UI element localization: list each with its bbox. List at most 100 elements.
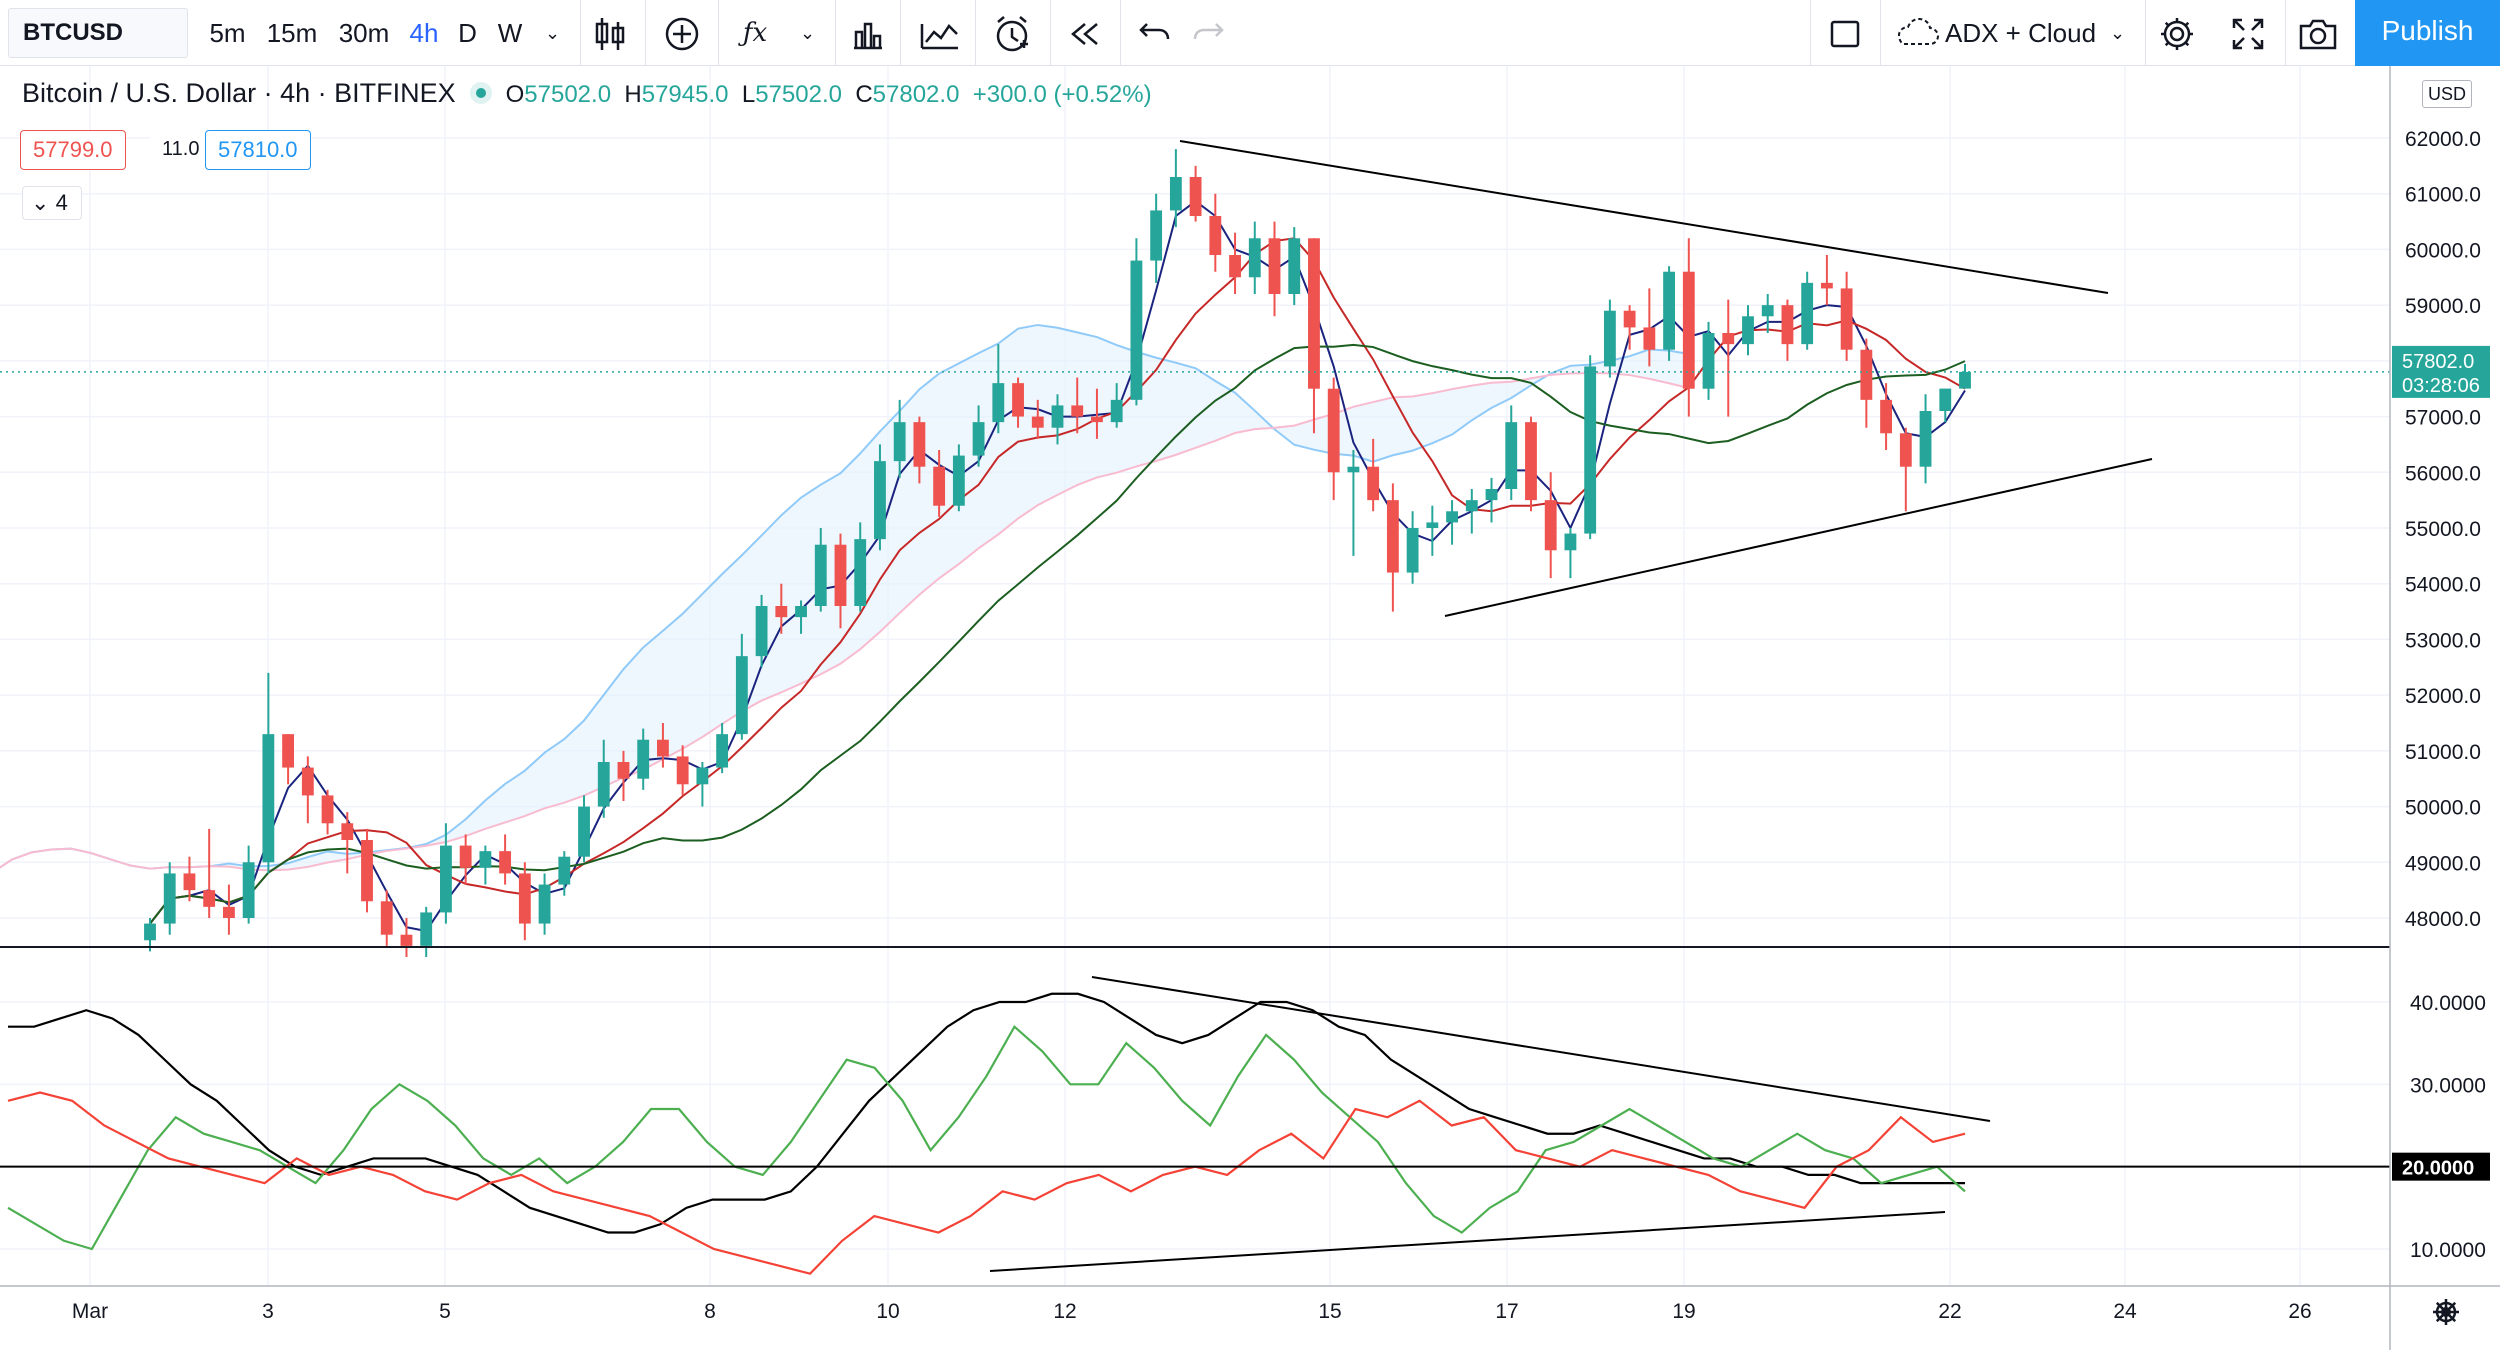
- market-open-status-icon: [469, 82, 492, 104]
- ohlc-values: O57502.0 H57945.0 L57502.0 C57802.0 +300…: [505, 81, 1152, 108]
- chevron-down-icon: ⌄: [31, 190, 50, 215]
- currency-badge[interactable]: USD: [2422, 80, 2472, 108]
- buy-price-button[interactable]: 57810.0: [205, 130, 311, 170]
- price-tick-label: 48000.0: [2405, 908, 2481, 931]
- candle-body: [854, 539, 867, 606]
- candle-body: [1505, 422, 1518, 489]
- candle-body: [1603, 310, 1616, 367]
- gear-tooth: [2435, 1301, 2457, 1323]
- candle-body: [1880, 399, 1893, 434]
- price-tick-label: 56000.0: [2405, 462, 2481, 485]
- sell-price-button[interactable]: 57799.0: [20, 130, 126, 170]
- candle-body: [814, 544, 827, 606]
- price-tick-label: 61000.0: [2405, 184, 2481, 207]
- candle-body: [617, 762, 630, 779]
- chart-canvas[interactable]: 62000.061000.060000.059000.058000.057000…: [0, 66, 2500, 1350]
- candle-body: [440, 845, 452, 913]
- candle-type-icon[interactable]: [590, 14, 630, 54]
- replay-rewind-icon[interactable]: [1065, 14, 1105, 54]
- undo-icon[interactable]: [1135, 14, 1175, 54]
- candle-body: [1327, 388, 1340, 473]
- candle-body: [578, 806, 590, 857]
- price-tick-label: 51000.0: [2405, 741, 2481, 764]
- templates-chart-icon[interactable]: [918, 14, 962, 54]
- candle-body: [1071, 405, 1084, 417]
- trendline: [989, 1211, 1946, 1272]
- candle-body: [341, 823, 354, 840]
- interval-15m[interactable]: 15m: [266, 18, 318, 48]
- redo-icon[interactable]: [1188, 14, 1228, 54]
- candle-body: [1169, 177, 1182, 211]
- cloud-template-icon[interactable]: [1892, 14, 1940, 54]
- candle-body: [1229, 255, 1241, 278]
- candle-body: [755, 606, 768, 657]
- candle-body: [795, 606, 807, 618]
- adx-tick-label: 40.0000: [2410, 992, 2486, 1015]
- candle-body: [1801, 282, 1814, 345]
- trendlines: [989, 140, 2153, 1272]
- price-tick-label: 59000.0: [2405, 295, 2481, 318]
- interval-30m[interactable]: 30m: [338, 18, 390, 48]
- collapse-indicators-button[interactable]: ⌄ 4: [22, 186, 82, 220]
- candle-body: [1130, 260, 1143, 400]
- candle-body: [361, 840, 373, 902]
- senkou-span-b: [0, 372, 1690, 872]
- price-tick-label: 62000.0: [2405, 128, 2481, 151]
- price-tick-label: 60000.0: [2405, 239, 2481, 262]
- candle-body: [1012, 383, 1024, 417]
- interval-W[interactable]: W: [497, 18, 523, 48]
- candle-body: [1091, 416, 1103, 423]
- candle-body: [1209, 216, 1222, 255]
- time-tick-label: 8: [704, 1300, 716, 1323]
- candle-body: [1682, 271, 1695, 389]
- interval-5m[interactable]: 5m: [209, 18, 246, 48]
- fullscreen-icon[interactable]: [2228, 14, 2268, 54]
- alert-clock-icon[interactable]: [990, 12, 1034, 56]
- trendline: [1179, 140, 2109, 294]
- candle-body: [1702, 333, 1715, 389]
- low-value: 57502.0: [755, 81, 842, 108]
- candle-body: [1663, 271, 1675, 350]
- layout-square-icon[interactable]: [1825, 14, 1865, 54]
- axes: 62000.061000.060000.059000.058000.057000…: [0, 66, 2500, 1350]
- template-dropdown-chevron-icon[interactable]: ⌄: [2109, 23, 2126, 43]
- interval-D[interactable]: D: [458, 18, 477, 48]
- candle-body: [637, 739, 650, 779]
- symbol-search[interactable]: BTCUSD: [8, 8, 188, 58]
- last-price-label: 57802.0: [2402, 351, 2474, 373]
- candle-body: [163, 873, 176, 924]
- candle-body: [1722, 333, 1735, 345]
- adx-tick-label: 10.0000: [2410, 1239, 2486, 1262]
- publish-button[interactable]: Publish: [2355, 0, 2500, 66]
- interval-4h[interactable]: 4h: [409, 18, 439, 48]
- candle-body: [735, 656, 748, 735]
- financials-bars-icon[interactable]: [848, 14, 888, 54]
- chart-grid: [0, 66, 2390, 1286]
- indicators-fx-icon[interactable]: ƒx: [742, 18, 768, 48]
- candle-body: [1564, 533, 1577, 551]
- adx-pane: [0, 992, 2390, 1275]
- trendline: [1444, 458, 2153, 617]
- snapshot-camera-icon[interactable]: [2296, 14, 2340, 54]
- axis-settings-gear-icon[interactable]: [2433, 1299, 2459, 1325]
- interval-dropdown-chevron-icon[interactable]: ⌄: [544, 23, 561, 43]
- add-compare-icon[interactable]: [662, 14, 702, 54]
- candle-body: [893, 422, 906, 462]
- candle-body: [1525, 422, 1537, 501]
- candle-body: [834, 544, 847, 606]
- symbol-title: Bitcoin / U.S. Dollar · 4h · BITFINEX: [22, 78, 456, 108]
- candle-body: [144, 923, 156, 941]
- indicator-template-label[interactable]: ADX + Cloud: [1945, 18, 2097, 48]
- candle-body: [775, 606, 788, 618]
- candle-body: [1308, 238, 1320, 389]
- open-value: 57502.0: [524, 81, 612, 108]
- candle-body: [400, 934, 413, 946]
- adx-tick-label: 30.0000: [2410, 1074, 2486, 1097]
- candle-body: [479, 851, 492, 868]
- settings-gear-icon[interactable]: [2155, 12, 2199, 56]
- candle-body: [1406, 528, 1419, 573]
- indicators-dropdown-chevron-icon[interactable]: ⌄: [799, 23, 816, 43]
- candle-body: [1959, 371, 1971, 389]
- time-tick-label: 10: [876, 1300, 899, 1323]
- candlestick-series: [0, 149, 2390, 957]
